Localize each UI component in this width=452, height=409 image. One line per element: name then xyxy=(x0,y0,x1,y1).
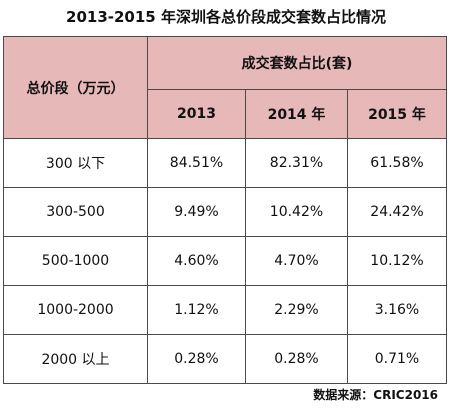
range-cell: 500-1000 xyxy=(3,236,148,286)
header-row-1: 总价段（万元） 成交套数占比(套) xyxy=(3,36,447,139)
value-cell: 4.60% xyxy=(147,236,246,286)
value-cell: 0.28% xyxy=(147,334,246,384)
value-cell: 10.12% xyxy=(347,236,447,286)
source-note: 数据来源：CRIC2016 xyxy=(313,388,438,402)
table-row: 300 以下 84.51% 82.31% 61.58% xyxy=(3,138,447,188)
value-cell: 82.31% xyxy=(245,138,348,188)
table-row: 500-1000 4.60% 4.70% 10.12% xyxy=(3,236,447,286)
value-cell: 1.12% xyxy=(147,285,246,335)
table-row: 2000 以上 0.28% 0.28% 0.71% xyxy=(3,334,447,384)
value-cell: 61.58% xyxy=(347,138,447,188)
range-cell: 300-500 xyxy=(3,187,148,237)
header-year-2013: 2013 xyxy=(147,89,246,139)
table-row: 1000-2000 1.12% 2.29% 3.16% xyxy=(3,285,447,335)
header-share: 成交套数占比(套) xyxy=(147,36,447,90)
table-title: 2013-2015 年深圳各总价段成交套数占比情况 xyxy=(66,8,386,26)
range-cell: 300 以下 xyxy=(3,138,148,188)
value-cell: 10.42% xyxy=(245,187,348,237)
header-row-2: 2013 2014 年 2015 年 xyxy=(4,89,447,139)
price-range-share-table: 总价段（万元） 成交套数占比(套) 2013 2014 年 2015 年 300… xyxy=(3,36,447,384)
value-cell: 2.29% xyxy=(245,285,348,335)
header-price-range: 总价段（万元） xyxy=(3,36,148,139)
value-cell: 4.70% xyxy=(245,236,348,286)
header-year-2014: 2014 年 xyxy=(245,89,348,139)
value-cell: 3.16% xyxy=(347,285,447,335)
value-cell: 0.28% xyxy=(245,334,348,384)
value-cell: 24.42% xyxy=(347,187,447,237)
value-cell: 84.51% xyxy=(147,138,246,188)
header-year-2015: 2015 年 xyxy=(347,89,447,139)
range-cell: 1000-2000 xyxy=(3,285,148,335)
value-cell: 9.49% xyxy=(147,187,246,237)
range-cell: 2000 以上 xyxy=(3,334,148,384)
value-cell: 0.71% xyxy=(347,334,447,384)
table-row: 300-500 9.49% 10.42% 24.42% xyxy=(3,187,447,237)
